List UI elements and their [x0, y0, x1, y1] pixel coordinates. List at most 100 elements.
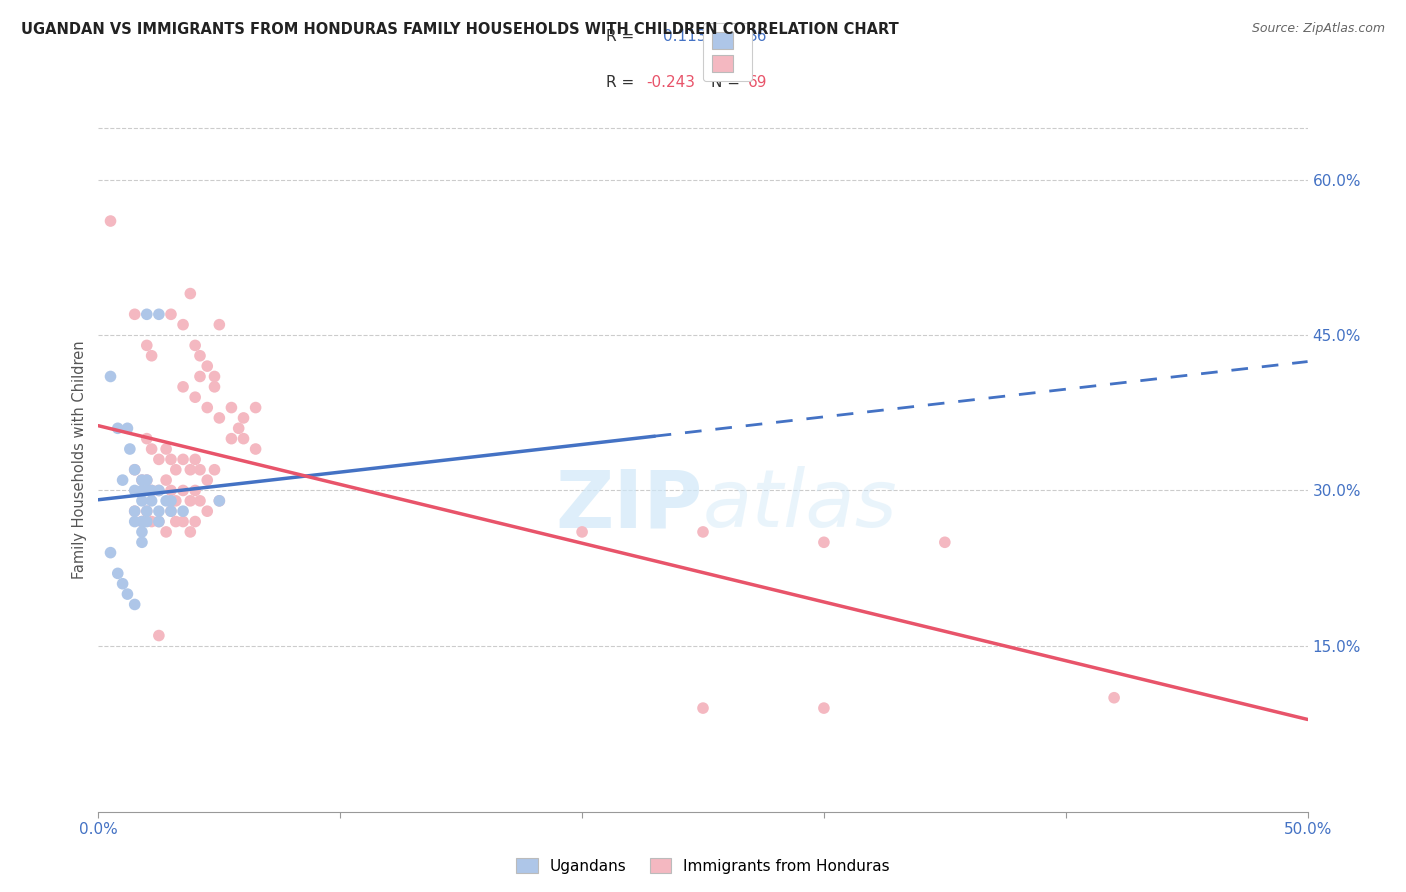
- Point: [141, 442, 163, 456]
- Point: [172, 483, 194, 498]
- Point: [124, 483, 146, 498]
- Point: [131, 515, 153, 529]
- Point: [692, 524, 714, 539]
- Point: [124, 463, 146, 477]
- Point: [184, 515, 207, 529]
- Text: -0.243: -0.243: [647, 75, 695, 90]
- Point: [160, 504, 183, 518]
- Point: [148, 515, 170, 529]
- Text: ZIP: ZIP: [555, 467, 703, 544]
- Point: [232, 411, 254, 425]
- Point: [172, 380, 194, 394]
- Point: [148, 515, 170, 529]
- Point: [184, 452, 207, 467]
- Point: [111, 473, 134, 487]
- Point: [160, 493, 183, 508]
- Point: [100, 214, 122, 228]
- Point: [117, 587, 139, 601]
- Point: [188, 493, 211, 508]
- Text: R =: R =: [606, 75, 640, 90]
- Point: [148, 483, 170, 498]
- Point: [160, 307, 183, 321]
- Point: [131, 473, 153, 487]
- Point: [188, 463, 211, 477]
- Point: [155, 442, 177, 456]
- Point: [813, 535, 835, 549]
- Point: [179, 463, 201, 477]
- Point: [165, 463, 187, 477]
- Point: [141, 483, 163, 498]
- Y-axis label: Family Households with Children: Family Households with Children: [72, 340, 87, 579]
- Point: [155, 493, 177, 508]
- Point: [141, 493, 163, 508]
- Point: [124, 504, 146, 518]
- Point: [221, 432, 243, 446]
- Point: [813, 701, 835, 715]
- Point: [245, 401, 267, 415]
- Point: [188, 349, 211, 363]
- Point: [179, 493, 201, 508]
- Point: [208, 493, 231, 508]
- Point: [172, 452, 194, 467]
- Point: [195, 401, 218, 415]
- Point: [124, 515, 146, 529]
- Point: [124, 598, 146, 612]
- Point: [141, 515, 163, 529]
- Point: [135, 432, 157, 446]
- Point: [208, 318, 231, 332]
- Point: [1102, 690, 1125, 705]
- Point: [172, 318, 194, 332]
- Text: atlas: atlas: [703, 467, 898, 544]
- Point: [131, 515, 153, 529]
- Point: [160, 483, 183, 498]
- Point: [204, 380, 226, 394]
- Point: [179, 524, 201, 539]
- Point: [232, 432, 254, 446]
- Point: [124, 307, 146, 321]
- Point: [692, 701, 714, 715]
- Legend: , : ,: [703, 23, 752, 81]
- Point: [131, 483, 153, 498]
- Point: [184, 338, 207, 352]
- Point: [135, 515, 157, 529]
- Text: 0.113: 0.113: [664, 29, 707, 44]
- Point: [135, 483, 157, 498]
- Point: [135, 338, 157, 352]
- Text: 69: 69: [748, 75, 768, 90]
- Point: [172, 504, 194, 518]
- Point: [135, 307, 157, 321]
- Point: [131, 493, 153, 508]
- Text: N =: N =: [711, 75, 745, 90]
- Point: [172, 515, 194, 529]
- Point: [124, 504, 146, 518]
- Point: [179, 286, 201, 301]
- Point: [117, 421, 139, 435]
- Point: [228, 421, 250, 435]
- Point: [148, 628, 170, 642]
- Legend: Ugandans, Immigrants from Honduras: Ugandans, Immigrants from Honduras: [510, 852, 896, 880]
- Point: [131, 535, 153, 549]
- Point: [165, 515, 187, 529]
- Point: [100, 369, 122, 384]
- Point: [160, 452, 183, 467]
- Point: [184, 390, 207, 404]
- Point: [107, 566, 129, 581]
- Point: [135, 504, 157, 518]
- Point: [124, 463, 146, 477]
- Text: N =: N =: [711, 29, 745, 44]
- Point: [195, 359, 218, 373]
- Point: [148, 504, 170, 518]
- Point: [245, 442, 267, 456]
- Point: [184, 483, 207, 498]
- Point: [155, 473, 177, 487]
- Text: Source: ZipAtlas.com: Source: ZipAtlas.com: [1251, 22, 1385, 36]
- Point: [141, 349, 163, 363]
- Point: [204, 369, 226, 384]
- Point: [131, 473, 153, 487]
- Point: [155, 524, 177, 539]
- Point: [195, 473, 218, 487]
- Point: [148, 483, 170, 498]
- Point: [141, 483, 163, 498]
- Point: [148, 452, 170, 467]
- Point: [221, 401, 243, 415]
